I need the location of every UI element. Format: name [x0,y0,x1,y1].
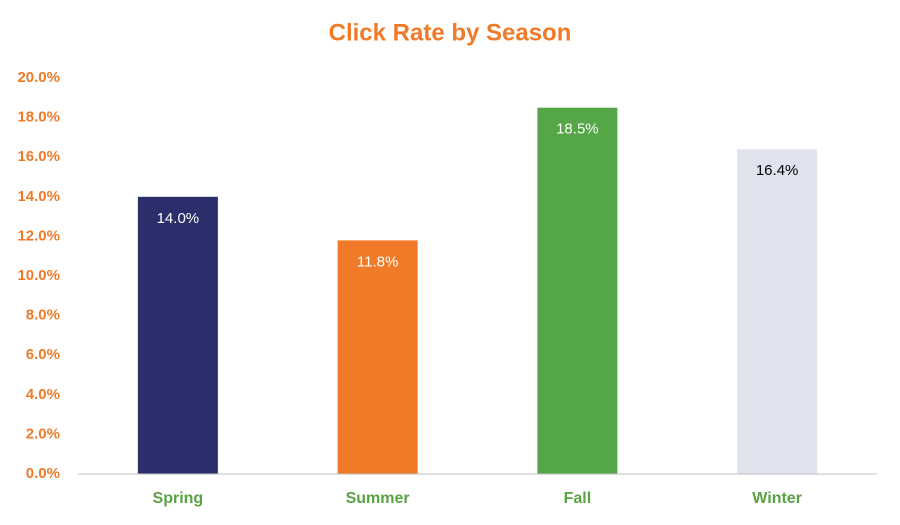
y-tick-label: 10.0% [17,267,60,284]
y-tick-label: 6.0% [26,346,60,363]
y-tick-label: 0.0% [26,465,60,482]
y-tick-label: 14.0% [17,188,60,205]
y-tick-label: 20.0% [17,69,60,86]
y-tick-label: 4.0% [26,386,60,403]
value-label: 11.8% [357,253,398,270]
y-tick-label: 2.0% [26,425,60,442]
x-tick-label: Fall [564,490,592,507]
y-tick-label: 12.0% [17,227,60,244]
value-label: 16.4% [756,162,799,179]
x-tick-label: Winter [752,490,802,507]
x-tick-label: Spring [153,490,204,507]
value-label: 14.0% [157,210,200,227]
y-tick-label: 8.0% [26,307,60,324]
y-tick-label: 16.0% [17,148,60,165]
chart-title: Click Rate by Season [329,19,572,46]
bar [537,107,618,474]
x-tick-label: Summer [346,490,410,507]
value-label: 18.5% [556,121,599,138]
y-tick-label: 18.0% [17,109,60,126]
bar [337,240,418,474]
bar [137,196,218,475]
bar [737,149,818,474]
